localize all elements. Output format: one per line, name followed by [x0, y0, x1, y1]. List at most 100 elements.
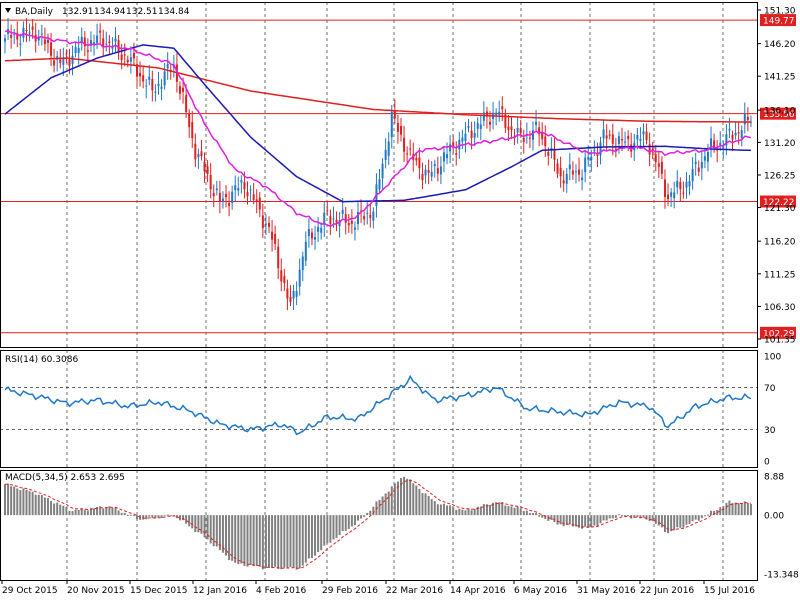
candle-body-113: [350, 220, 353, 224]
candle-body-187: [578, 169, 581, 175]
candle-body-47: [148, 76, 151, 80]
candle-body-151: [467, 126, 470, 128]
candle-body-165: [510, 126, 513, 130]
candle-body-137: [424, 169, 427, 176]
candle-body-144: [446, 154, 449, 159]
macd-tick-label-2: -13.348: [764, 571, 799, 581]
candle-body-110: [341, 209, 344, 215]
macd-bar-143: [442, 503, 445, 516]
macd-bar-29: [93, 508, 96, 516]
macd-bar-98: [304, 515, 307, 563]
macd-bar-99: [307, 515, 310, 559]
macd-bar-223: [688, 515, 691, 524]
candle-body-25: [80, 36, 83, 44]
price-tick-label-3: 136.10: [764, 107, 796, 117]
candle-body-108: [335, 219, 338, 223]
candle-body-171: [528, 137, 531, 139]
candle-body-26: [83, 37, 86, 47]
candle-body-83: [258, 197, 261, 210]
macd-bar-149: [461, 509, 464, 516]
macd-bar-12: [40, 494, 43, 516]
macd-bar-20: [65, 507, 68, 516]
macd-bar-97: [301, 515, 304, 566]
macd-bar-90: [280, 515, 283, 570]
candle-body-207: [639, 138, 642, 141]
candle-body-192: [593, 149, 596, 151]
candle-body-202: [624, 141, 627, 143]
macd-bar-228: [703, 515, 706, 517]
macd-bar-239: [737, 503, 740, 516]
macd-bar-6: [22, 488, 25, 516]
macd-bar-81: [252, 515, 255, 567]
macd-bar-198: [611, 515, 614, 519]
macd-bar-5: [19, 490, 22, 516]
candle-body-225: [694, 161, 697, 165]
candle-body-0: [4, 38, 6, 42]
macd-bar-47: [148, 515, 151, 517]
candle-body-240: [740, 130, 743, 138]
macd-bar-235: [725, 502, 728, 516]
candle-body-71: [221, 198, 224, 202]
macd-bar-129: [399, 477, 402, 516]
candle-body-191: [590, 156, 593, 161]
candle-body-218: [673, 192, 676, 199]
macd-bar-214: [660, 515, 663, 528]
macd-bar-82: [255, 515, 258, 566]
candle-body-105: [326, 210, 329, 212]
macd-bar-236: [728, 500, 731, 516]
macd-bar-220: [679, 515, 682, 528]
candle-body-72: [225, 193, 228, 198]
macd-bar-54: [169, 515, 172, 517]
macd-bar-191: [590, 515, 593, 528]
candle-body-190: [587, 157, 590, 160]
candle-body-87: [271, 231, 274, 240]
candle-body-18: [59, 59, 62, 64]
macd-bar-226: [697, 515, 700, 521]
macd-bar-91: [283, 515, 286, 568]
level-tag-bg-2: [760, 195, 796, 208]
macd-bar-163: [504, 505, 507, 516]
price-tick-label-7: 116.20: [764, 238, 796, 248]
candle-body-141: [436, 168, 439, 174]
macd-bar-10: [34, 494, 37, 516]
macd-bar-200: [617, 514, 620, 516]
macd-bar-105: [326, 515, 329, 544]
chart-menu-triangle-icon[interactable]: [5, 8, 11, 13]
candle-body-101: [314, 236, 317, 240]
macd-bar-206: [636, 515, 639, 517]
macd-bar-26: [83, 509, 86, 516]
candle-body-42: [132, 52, 135, 59]
macd-bar-60: [188, 515, 191, 527]
macd-bar-67: [209, 515, 212, 544]
candle-body-160: [495, 112, 498, 116]
candle-body-138: [427, 170, 430, 173]
macd-bar-137: [424, 493, 427, 516]
candle-body-134: [415, 157, 418, 161]
pane-frame-macd: [0, 470, 758, 581]
macd-bar-34: [108, 506, 111, 516]
candle-body-81: [252, 194, 255, 201]
price-tick-label-9: 106.30: [764, 303, 796, 313]
candle-body-50: [157, 83, 160, 87]
macd-bar-93: [289, 515, 292, 567]
macd-bar-96: [298, 515, 301, 569]
candle-body-103: [320, 227, 323, 233]
ohlc-low: 132.51: [126, 7, 158, 17]
macd-bar-146: [452, 507, 455, 516]
candle-body-153: [473, 132, 476, 138]
macd-bar-102: [317, 515, 320, 553]
macd-bar-3: [13, 486, 16, 516]
candle-body-93: [289, 296, 292, 302]
x-tick-label-8: 6 May 2016: [514, 586, 567, 596]
macd-bar-136: [421, 493, 424, 516]
macd-bar-123: [381, 496, 384, 516]
macd-bar-104: [323, 515, 326, 546]
macd-bar-211: [651, 515, 654, 522]
macd-bar-218: [673, 515, 676, 531]
candle-body-39: [123, 54, 126, 56]
candle-body-131: [406, 153, 409, 155]
macd-bar-14: [46, 498, 49, 516]
macd-bar-153: [473, 508, 476, 516]
candle-body-132: [409, 148, 412, 150]
candle-body-146: [452, 142, 455, 148]
